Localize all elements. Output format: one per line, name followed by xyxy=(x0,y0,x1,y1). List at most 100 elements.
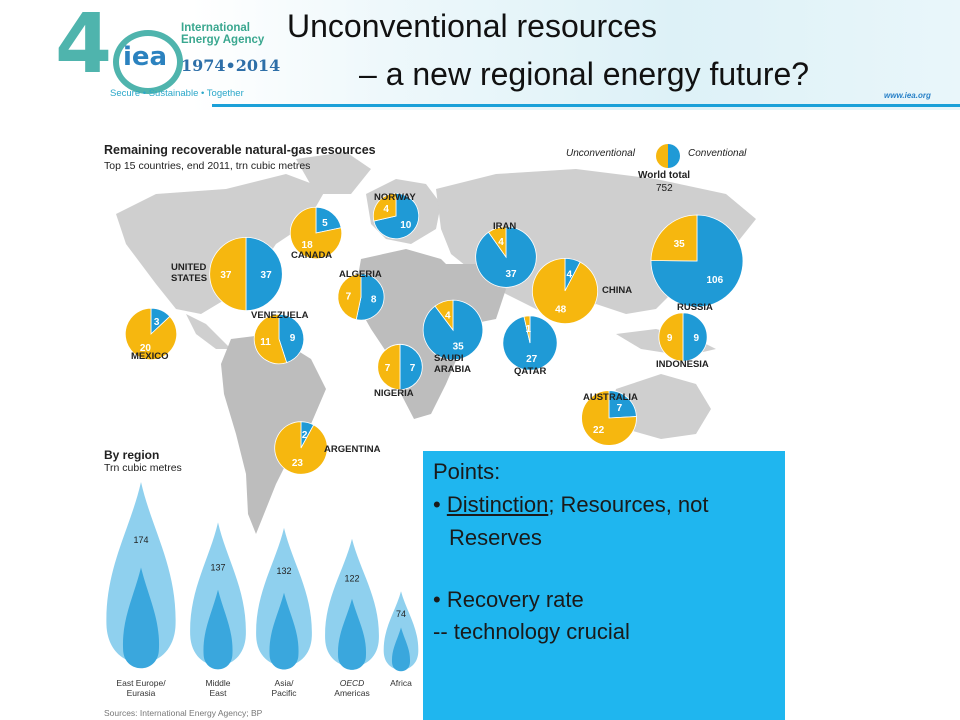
world-total-label: World total xyxy=(638,170,691,181)
notes-box: Points: • Distinction; Resources, not Re… xyxy=(423,451,785,720)
region-flame-africa: 74 Africa xyxy=(383,591,419,688)
pie-value-unconventional: 9 xyxy=(667,333,673,344)
pie-value-conventional: 35 xyxy=(453,342,465,353)
pie-value-conventional: 7 xyxy=(617,403,623,414)
pie-value-unconventional: 22 xyxy=(593,425,605,436)
pie-value-conventional: 5 xyxy=(322,218,328,229)
world-total-value: 752 xyxy=(656,183,673,194)
pie-value-unconventional: 7 xyxy=(346,292,352,303)
country-label: IRAN xyxy=(493,221,516,232)
pie-slice-conventional xyxy=(245,236,283,312)
country-label: CHINA xyxy=(602,285,632,296)
pie-value-conventional: 2 xyxy=(302,430,308,441)
logo-iea: iea xyxy=(123,42,168,72)
pie-value-unconventional: 4 xyxy=(498,237,504,248)
distinction-rest: ; Resources, not xyxy=(548,492,709,517)
pie-china: 4 48 CHINA xyxy=(531,257,632,325)
website-url: www.iea.org xyxy=(884,91,931,100)
iea-40-logo: 4 iea International Energy Agency 1974•2… xyxy=(55,4,285,102)
region-value: 132 xyxy=(276,566,291,576)
country-label: SAUDI xyxy=(434,353,464,364)
region-value: 174 xyxy=(133,535,148,545)
pie-value-conventional: 7 xyxy=(410,363,416,374)
sources-note: Sources: International Energy Agency; BP xyxy=(104,708,263,718)
pie-slice-unconventional xyxy=(209,236,247,312)
logo-agency-name: International Energy Agency xyxy=(181,22,265,46)
pie-slice-unconventional xyxy=(372,192,397,222)
pie-russia: 106 35 RUSSIA xyxy=(650,214,744,313)
map-north-america xyxy=(116,174,326,314)
header-rule xyxy=(212,104,960,107)
pie-slice-unconventional xyxy=(289,206,343,260)
region-label: East Europe/ xyxy=(116,678,166,688)
logo-motto: Secure • Sustainable • Together xyxy=(110,88,244,99)
pie-australia: 7 22 AUSTRALIA xyxy=(581,390,638,446)
pie-slice-conventional xyxy=(608,390,637,419)
country-label: MEXICO xyxy=(131,351,168,362)
country-label: ARGENTINA xyxy=(324,444,381,455)
country-label: INDONESIA xyxy=(656,359,709,370)
distinction-term: Distinction xyxy=(446,492,549,517)
pie-slice-conventional xyxy=(650,214,744,308)
pie-slice-unconventional xyxy=(658,312,684,362)
pie-slice-conventional xyxy=(422,299,484,361)
pie-value-unconventional: 20 xyxy=(140,343,152,354)
pie-slice-unconventional xyxy=(523,315,531,344)
country-label: ALGERIA xyxy=(339,269,382,280)
pie-slice-unconventional xyxy=(337,273,362,321)
legend-swatch-conventional xyxy=(668,144,680,168)
pie-iran: 37 4 IRAN xyxy=(475,221,537,288)
region-label: Pacific xyxy=(271,688,297,698)
region-label: Asia/ xyxy=(275,678,295,688)
pie-slice-unconventional xyxy=(434,299,454,332)
pie-qatar: 27 1 QATAR xyxy=(502,315,558,377)
region-label: Americas xyxy=(334,688,369,698)
region-label: Africa xyxy=(390,678,412,688)
pie-slice-conventional xyxy=(315,206,342,234)
pie-value-unconventional: 11 xyxy=(260,337,271,348)
pie-value-unconventional: 23 xyxy=(292,458,304,469)
pie-value-conventional: 9 xyxy=(694,333,700,344)
pie-value-unconventional: 18 xyxy=(302,240,314,251)
pie-value-conventional: 4 xyxy=(567,270,573,281)
pie-indonesia: 9 9 INDONESIA xyxy=(656,312,709,370)
slide-title-line1: Unconventional resources xyxy=(287,8,657,44)
region-value: 122 xyxy=(344,573,359,583)
pie-algeria: 8 7 ALGERIA xyxy=(337,269,385,321)
logo-circle xyxy=(113,30,183,94)
figure-subtitle: Top 15 countries, end 2011, trn cubic me… xyxy=(104,160,311,172)
region-flame-asia-pacific: 132 Asia/Pacific xyxy=(256,527,312,698)
country-label: NORWAY xyxy=(374,192,416,203)
by-region-title: By region xyxy=(104,448,160,462)
region-value: 137 xyxy=(210,562,225,572)
pie-value-unconventional: 4 xyxy=(445,310,451,321)
pie-argentina: 2 23 ARGENTINA xyxy=(274,421,381,475)
pie-value-unconventional: 35 xyxy=(674,239,686,250)
legend-conventional: Conventional xyxy=(688,148,747,159)
flame-inner xyxy=(391,627,411,672)
pie-slice-conventional xyxy=(682,312,708,362)
region-label: East xyxy=(209,688,227,698)
pie-slice-unconventional xyxy=(253,313,288,365)
pie-slice-conventional xyxy=(278,313,305,364)
pie-slice-unconventional xyxy=(487,226,507,259)
pie-slice-unconventional xyxy=(377,343,401,391)
pie-value-conventional: 8 xyxy=(371,294,377,305)
map-africa xyxy=(354,249,476,419)
flame-inner xyxy=(203,589,233,670)
notes-heading: Points: xyxy=(433,459,501,484)
country-label: AUSTRALIA xyxy=(583,392,638,403)
notes-bullet-distinction: • Distinction; Resources, not xyxy=(433,492,709,518)
pie-value-unconventional: 1 xyxy=(526,324,532,335)
country-label: CANADA xyxy=(291,250,332,261)
region-value: 74 xyxy=(396,609,406,619)
pie-value-conventional: 9 xyxy=(290,333,296,344)
by-region-unit: Trn cubic metres xyxy=(104,462,182,474)
legend-unconventional: Unconventional xyxy=(566,148,635,159)
region-label: Eurasia xyxy=(127,688,156,698)
pie-slice-unconventional xyxy=(124,307,178,361)
